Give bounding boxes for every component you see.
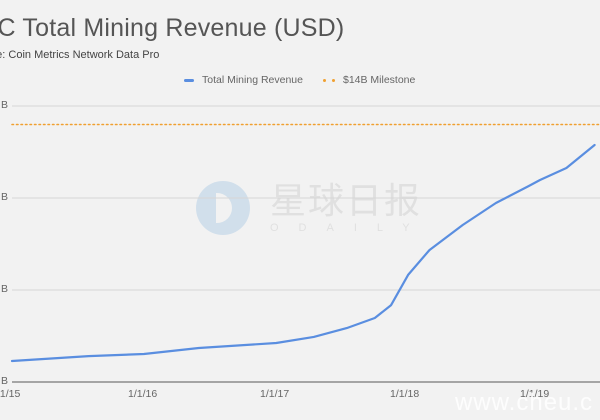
y-tick-label: B [1,191,9,203]
y-tick-label: B [1,283,9,295]
dotted-swatch-icon [322,78,335,82]
odaily-watermark: 星球日报 ODAILY [196,181,430,235]
x-tick-label: /1/15 [0,388,21,400]
legend-item-revenue: Total Mining Revenue [184,74,303,86]
chart-subtitle: rce: Coin Metrics Network Data Pro [0,49,160,61]
legend-label: Total Mining Revenue [202,74,303,86]
watermark-cn: 星球日报 [270,180,423,221]
odaily-logo-icon [196,181,250,235]
watermark-en: ODAILY [270,222,430,234]
x-tick-label: 1/1/17 [260,388,290,400]
legend-item-milestone: $14B Milestone [322,74,416,86]
gridlines [12,105,600,383]
y-tick-label: B [1,99,9,111]
x-tick-label: 1/1/19 [520,388,550,400]
y-tick-label: B [1,375,9,387]
legend-label: $14B Milestone [342,74,416,86]
revenue-line [10,143,596,363]
chart-title: TC Total Mining Revenue (USD) [0,14,345,42]
url-watermark: www.cheu.c [455,389,594,416]
legend: Total Mining Revenue $14B Milestone [184,74,435,86]
x-tick-label: 1/1/16 [128,388,158,400]
line-swatch-icon [184,78,194,82]
x-tick-label: 1/1/18 [390,388,420,400]
